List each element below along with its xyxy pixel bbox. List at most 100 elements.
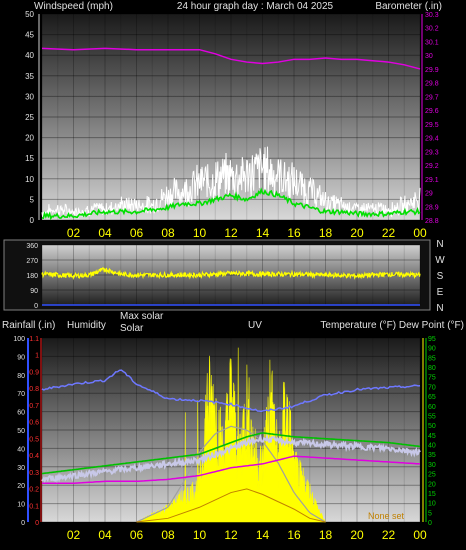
windspeed-tick-label: 0	[30, 216, 35, 225]
humidity-tick-label: 100	[13, 336, 25, 343]
temperature-tick-label: 20	[428, 481, 436, 488]
rainfall-tick-label: 0.4	[29, 453, 39, 460]
temperature-tick-label: 90	[428, 346, 436, 353]
humidity-tick-label: 60	[17, 410, 25, 417]
humidity-tick-label: 80	[17, 373, 25, 380]
humidity-line	[41, 369, 421, 413]
direction-tick-label: 0	[34, 303, 38, 310]
top-x-tick-label: 08	[161, 226, 175, 240]
temperature-tick-label: 5	[428, 510, 432, 517]
temperature-noise-band	[41, 433, 421, 484]
temperature-tick-label: 75	[428, 375, 436, 382]
windspeed-tick-label: 40	[25, 51, 34, 60]
temperature-tick-label: 60	[428, 404, 436, 411]
barometer-tick-label: 30.3	[425, 12, 439, 19]
barometer-tick-label: 29.9	[425, 67, 439, 74]
windspeed-tick-label: 10	[25, 175, 34, 184]
temperature-tick-label: 0	[428, 520, 432, 527]
bottom-x-tick-label: 04	[98, 528, 112, 542]
rainfall-tick-label: 1	[35, 353, 39, 360]
direction-label-n-top: N	[436, 239, 443, 250]
max-solar-line	[136, 425, 326, 523]
direction-label-n-bottom: N	[436, 303, 443, 314]
rainfall-tick-label: 0.2	[29, 487, 39, 494]
barometer-tick-label: 29.2	[425, 163, 439, 170]
temperature-tick-label: 70	[428, 384, 436, 391]
temperature-tick-label: 65	[428, 394, 436, 401]
top-x-tick-label: 12	[224, 226, 238, 240]
windspeed-tick-label: 45	[25, 31, 34, 40]
bottom-x-tick-label: 18	[319, 528, 333, 542]
direction-label-w: W	[435, 255, 445, 266]
humidity-tick-label: 0	[21, 520, 25, 527]
bottom-x-tick-label: 08	[161, 528, 175, 542]
barometer-tick-label: 29.8	[425, 81, 439, 88]
temperature-tick-label: 35	[428, 452, 436, 459]
barometer-tick-label: 29	[425, 191, 433, 198]
bottom-x-tick-label: 10	[193, 528, 207, 542]
wind-gust-line	[41, 146, 421, 220]
barometer-tick-label: 28.8	[425, 218, 439, 225]
uv-label: UV	[248, 320, 262, 331]
barometer-tick-label: 29.1	[425, 177, 439, 184]
top-x-tick-label: 18	[319, 226, 333, 240]
barometer-tick-label: 30	[425, 53, 433, 60]
bottom-x-tick-label: 16	[287, 528, 301, 542]
wind-direction-line	[41, 266, 421, 280]
temperature-tick-label: 95	[428, 336, 436, 343]
barometer-axis-label: Barometer (.in)	[375, 1, 442, 12]
temperature-tick-label: 10	[428, 501, 436, 508]
uv-line	[136, 488, 326, 523]
bottom-x-tick-label: 14	[256, 528, 270, 542]
rainfall-tick-label: 0.3	[29, 470, 39, 477]
direction-tick-label: 360	[26, 243, 38, 250]
barometer-tick-label: 30.1	[425, 39, 439, 46]
humidity-tick-label: 30	[17, 465, 25, 472]
temperature-tick-label: 80	[428, 365, 436, 372]
panel-direction-background	[42, 245, 420, 305]
top-x-tick-label: 10	[193, 226, 207, 240]
bottom-x-tick-label: 02	[67, 528, 81, 542]
windspeed-tick-label: 15	[25, 154, 34, 163]
rainfall-tick-label: 1.1	[29, 336, 39, 343]
humidity-tick-label: 20	[17, 483, 25, 490]
humidity-tick-label: 90	[17, 354, 25, 361]
windspeed-tick-label: 20	[25, 134, 34, 143]
bottom-x-tick-label: 00	[413, 528, 427, 542]
windspeed-axis-label: Windspeed (mph)	[34, 1, 113, 12]
top-x-tick-label: 00	[413, 226, 427, 240]
top-x-tick-label: 20	[350, 226, 364, 240]
rainfall-tick-label: 0.1	[29, 503, 39, 510]
bottom-x-tick-label: 12	[224, 528, 238, 542]
temperature-tick-label: 85	[428, 355, 436, 362]
maxsolar-label: Max solar	[120, 311, 164, 322]
humidity-tick-label: 40	[17, 446, 25, 453]
temperature-tick-label: 55	[428, 413, 436, 420]
barometer-tick-label: 28.9	[425, 204, 439, 211]
direction-label-e: E	[437, 287, 444, 298]
direction-tick-label: 180	[26, 273, 38, 280]
windspeed-tick-label: 35	[25, 72, 34, 81]
top-x-tick-label: 02	[67, 226, 81, 240]
barometer-tick-label: 29.6	[425, 108, 439, 115]
top-x-tick-label: 04	[98, 226, 112, 240]
rainfall-tick-label: 0.7	[29, 403, 39, 410]
direction-tick-label: 270	[26, 258, 38, 265]
top-x-tick-label: 06	[130, 226, 144, 240]
temperature-tick-label: 15	[428, 491, 436, 498]
dewpoint-line	[42, 455, 421, 485]
wind-average-line	[41, 187, 421, 221]
rainfall-tick-label: 0	[35, 520, 39, 527]
humidity-tick-label: 50	[17, 428, 25, 435]
rainfall-tick-label: 0.8	[29, 386, 39, 393]
windspeed-tick-label: 25	[25, 113, 34, 122]
windspeed-tick-label: 5	[30, 195, 35, 204]
top-x-tick-label: 16	[287, 226, 301, 240]
humidity-tick-label: 10	[17, 502, 25, 509]
solar-label: Solar	[120, 323, 144, 334]
temperature-tick-label: 30	[428, 462, 436, 469]
temperature-tick-label: 50	[428, 423, 436, 430]
bottom-x-tick-label: 20	[350, 528, 364, 542]
